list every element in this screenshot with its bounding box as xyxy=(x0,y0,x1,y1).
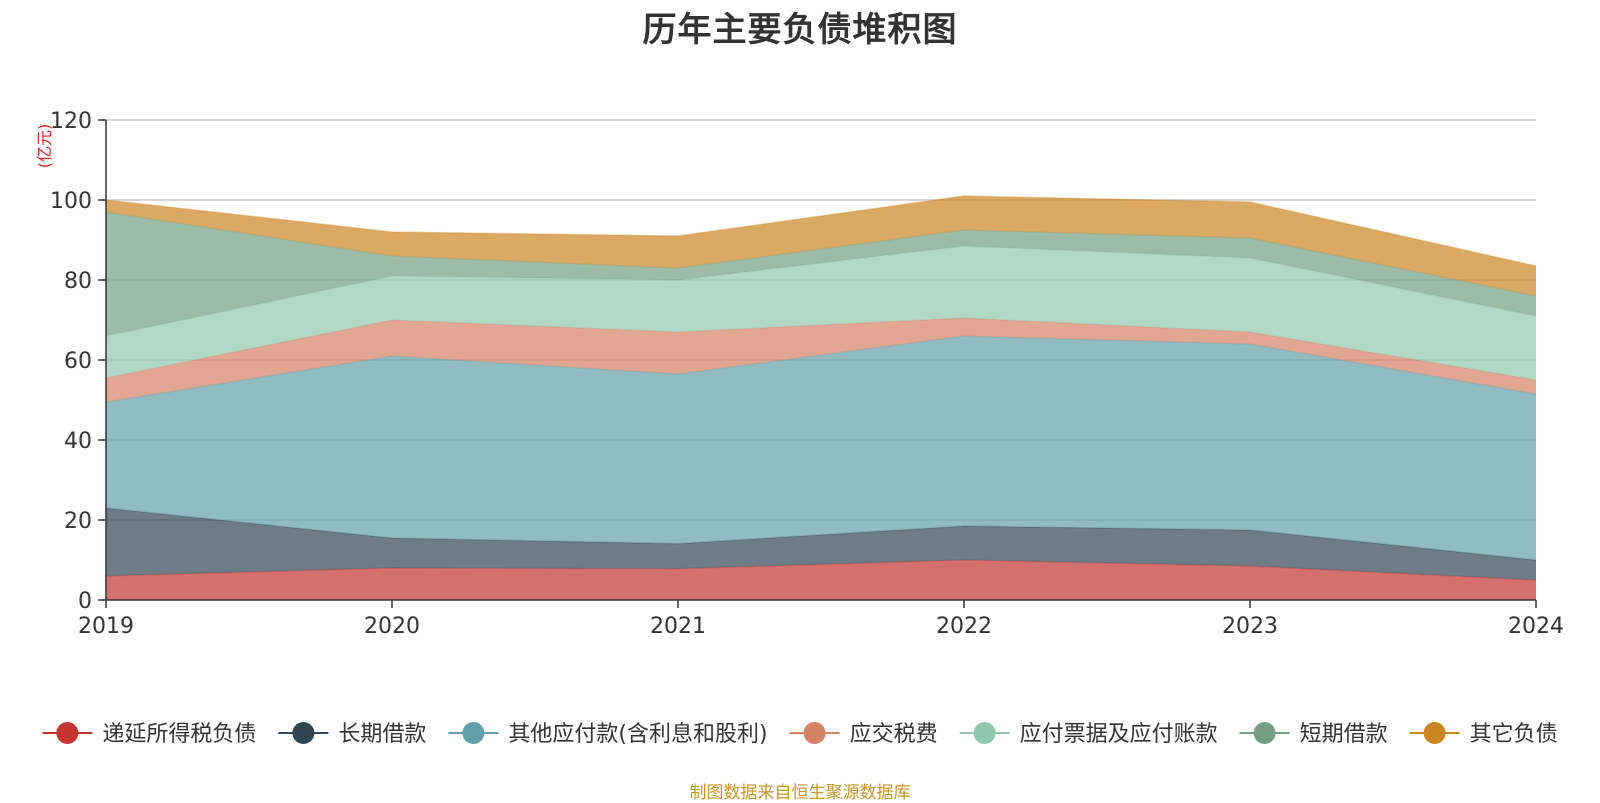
y-unit-label: (亿元) xyxy=(35,124,54,169)
legend-item-6[interactable]: 其它负债 xyxy=(1409,722,1558,747)
legend-item-1[interactable]: 长期借款 xyxy=(278,722,426,747)
legend-marker-1 xyxy=(292,722,315,744)
legend-marker-6 xyxy=(1423,722,1446,744)
area-series-1 xyxy=(106,508,1536,580)
x-tick-label-5: 2024 xyxy=(1508,614,1564,639)
x-tick-label-3: 2022 xyxy=(936,614,992,639)
area-series-3 xyxy=(106,318,1536,402)
area-series-2 xyxy=(106,336,1536,560)
legend-label-3: 应交税费 xyxy=(850,722,938,747)
legend-item-0[interactable]: 递延所得税负债 xyxy=(42,722,256,747)
legend-label-4: 应付票据及应付账款 xyxy=(1020,722,1218,747)
legend-item-5[interactable]: 短期借款 xyxy=(1239,722,1388,747)
source-note: 制图数据来自恒生聚源数据库 xyxy=(689,783,911,803)
legend-label-2: 其他应付款(含利息和股利) xyxy=(508,722,767,747)
x-tick-label-4: 2023 xyxy=(1222,614,1278,639)
legend-label-0: 递延所得税负债 xyxy=(102,722,256,747)
y-tick-label-0: 0 xyxy=(78,589,92,614)
area-series-5 xyxy=(106,212,1536,336)
legend-label-5: 短期借款 xyxy=(1300,722,1388,747)
area-series-4 xyxy=(106,246,1536,380)
y-tick-label-5: 100 xyxy=(50,189,92,214)
x-tick-label-2: 2021 xyxy=(650,614,706,639)
legend-item-2[interactable]: 其他应付款(含利息和股利) xyxy=(448,722,768,747)
legend-label-1: 长期借款 xyxy=(338,722,426,747)
chart-title: 历年主要负债堆积图 xyxy=(642,10,958,50)
legend-item-4[interactable]: 应付票据及应付账款 xyxy=(959,722,1218,747)
axes: 0 20 40 60 80 100 120 2019 2020 2021 2022 2023 2024 (… xyxy=(35,109,1564,639)
y-tick-label-6: 120 xyxy=(50,109,92,134)
legend-marker-3 xyxy=(803,722,826,744)
legend-marker-2 xyxy=(462,722,485,744)
area-series-6 xyxy=(106,196,1536,296)
y-tick-label-1: 20 xyxy=(64,509,92,534)
x-tick-label-1: 2020 xyxy=(364,614,420,639)
y-tick-label-3: 60 xyxy=(64,349,92,374)
legend-marker-5 xyxy=(1253,722,1276,744)
y-tick-label-2: 40 xyxy=(64,429,92,454)
y-tick-label-4: 80 xyxy=(64,269,92,294)
legend: 递延所得税负债 长期借款 其他应付款(含利息和股利) 应交税费 应付票据及应付账款 短期借… xyxy=(42,722,1558,747)
legend-marker-4 xyxy=(973,722,996,744)
legend-marker-0 xyxy=(56,722,79,744)
legend-item-3[interactable]: 应交税费 xyxy=(789,722,938,747)
legend-label-6: 其它负债 xyxy=(1470,722,1558,747)
x-tick-label-0: 2019 xyxy=(78,614,134,639)
series-line-6 xyxy=(105,195,1537,267)
area-series-0 xyxy=(106,560,1536,600)
area-series-group xyxy=(105,195,1537,600)
